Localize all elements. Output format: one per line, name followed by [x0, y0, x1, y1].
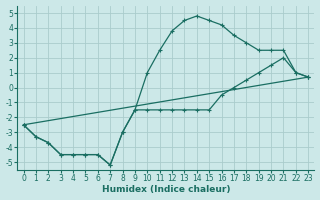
X-axis label: Humidex (Indice chaleur): Humidex (Indice chaleur) — [102, 185, 230, 194]
